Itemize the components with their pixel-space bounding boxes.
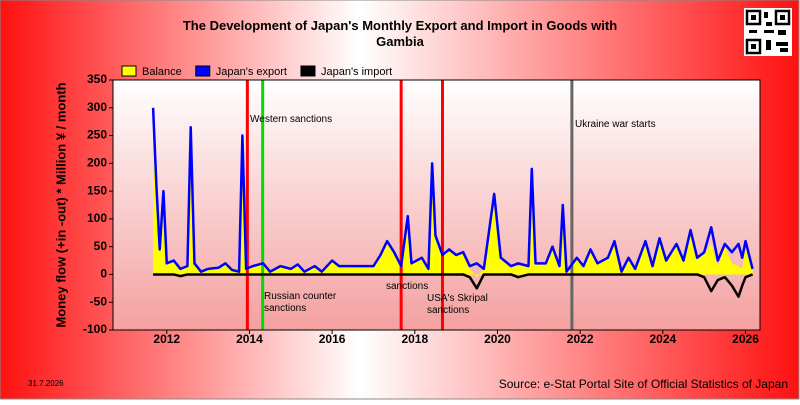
plot-frame (112, 79, 761, 331)
y-tick-label: 250 (87, 128, 107, 142)
y-tick-label: 150 (87, 183, 107, 197)
y-tick-label: 300 (87, 100, 107, 114)
qr-code (744, 8, 792, 56)
x-tick-label: 2024 (649, 332, 676, 346)
annotation-box: USA's Skripal sanctions (427, 293, 488, 316)
annotation: Russian counter sanctions (264, 291, 337, 314)
y-tick-label: -50 (90, 294, 108, 308)
y-tick-label: 200 (87, 156, 107, 170)
x-tick-label: 2014 (236, 332, 263, 346)
y-tick-label: -100 (83, 322, 107, 336)
legend-swatch (300, 65, 316, 77)
title-box: The Development of Japan's Monthly Expor… (182, 18, 618, 49)
legend-swatch (195, 65, 211, 77)
y-tick-label: 100 (87, 211, 107, 225)
y-tick-label: 50 (94, 239, 108, 253)
date-label: 31.7.2026 (28, 379, 64, 388)
series-line (151, 107, 754, 273)
annotation: Western sanctions (250, 114, 333, 125)
legend-label: Japan's import (321, 66, 392, 78)
series-line (153, 273, 754, 298)
x-tick-label: 2020 (484, 332, 511, 346)
annotation-box: sanctions (386, 281, 429, 292)
source-label: Source: e-Stat Portal Site of Official S… (499, 377, 788, 391)
balance-area (153, 107, 753, 278)
legend-label: Japan's export (216, 66, 287, 78)
annotation: sanctions (386, 281, 429, 292)
annotation-box: Russian counter sanctions (264, 291, 337, 314)
y-axis-title: Money flow (+in -out) * Million ¥ / mont… (53, 82, 68, 327)
x-tick-label: 2022 (567, 332, 594, 346)
x-tick-label: 2016 (319, 332, 346, 346)
x-tick-label: 2026 (732, 332, 759, 346)
legend-label: Balance (142, 66, 182, 78)
annotation: Ukraine war starts (575, 119, 656, 130)
plot: Western sanctions Russian counter sanctio… (151, 80, 754, 330)
chart-title: The Development of Japan's Monthly Expor… (182, 18, 618, 49)
y-tick-label: 350 (87, 72, 107, 86)
y-tick-label: 0 (100, 267, 107, 281)
annotation-box: Western sanctions (250, 114, 333, 125)
x-tick-label: 2012 (153, 332, 180, 346)
annotation: USA's Skripal sanctions (427, 293, 488, 316)
legend: Balance Japan's export Japan's import (121, 65, 392, 78)
legend-swatch (121, 65, 137, 77)
plot-area (113, 80, 760, 330)
x-tick-label: 2018 (401, 332, 428, 346)
annotation-box: Ukraine war starts (575, 119, 656, 130)
